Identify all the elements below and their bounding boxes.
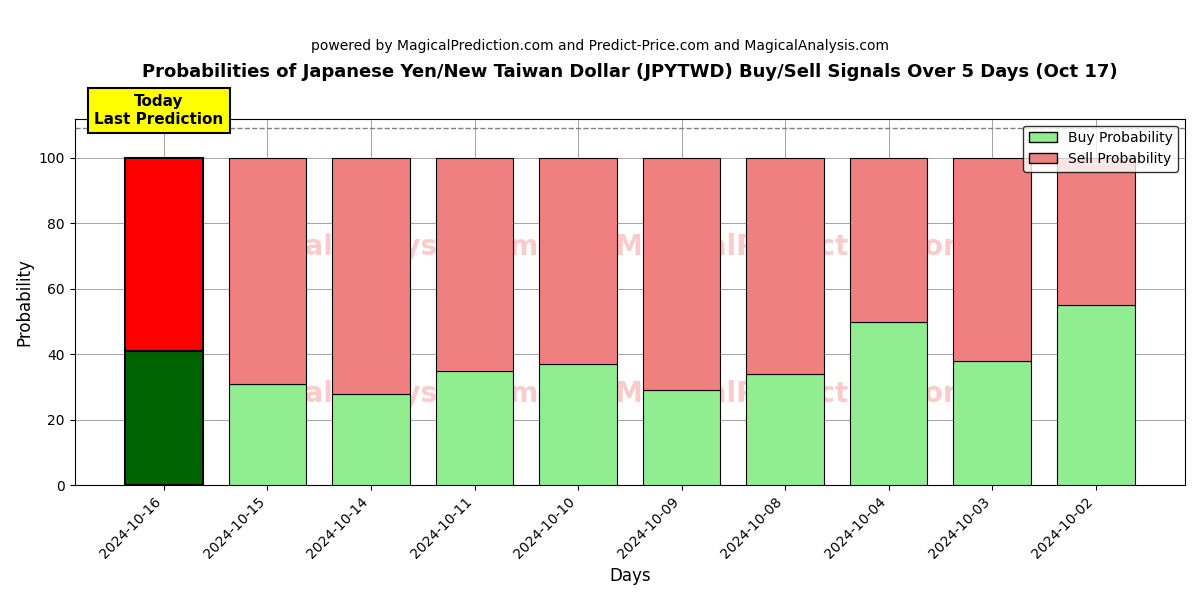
Text: powered by MagicalPrediction.com and Predict-Price.com and MagicalAnalysis.com: powered by MagicalPrediction.com and Pre… bbox=[311, 39, 889, 53]
Bar bbox=[436, 158, 514, 371]
Bar bbox=[125, 351, 203, 485]
Bar bbox=[229, 158, 306, 384]
Bar bbox=[539, 364, 617, 485]
Bar bbox=[953, 361, 1031, 485]
Bar bbox=[850, 322, 928, 485]
Bar bbox=[746, 158, 824, 374]
Bar bbox=[539, 158, 617, 364]
Bar bbox=[850, 158, 928, 322]
Y-axis label: Probability: Probability bbox=[16, 258, 34, 346]
Bar bbox=[953, 158, 1031, 361]
Title: Probabilities of Japanese Yen/New Taiwan Dollar (JPYTWD) Buy/Sell Signals Over 5: Probabilities of Japanese Yen/New Taiwan… bbox=[142, 63, 1117, 81]
Text: calAnalysis.com        MagicalPrediction.com: calAnalysis.com MagicalPrediction.com bbox=[288, 233, 972, 261]
Bar bbox=[229, 384, 306, 485]
Bar bbox=[332, 158, 410, 394]
Bar bbox=[436, 371, 514, 485]
Bar bbox=[1057, 305, 1134, 485]
Bar bbox=[643, 390, 720, 485]
Legend: Buy Probability, Sell Probability: Buy Probability, Sell Probability bbox=[1024, 125, 1178, 172]
Bar bbox=[1057, 158, 1134, 305]
Text: Today
Last Prediction: Today Last Prediction bbox=[94, 94, 223, 127]
Bar bbox=[332, 394, 410, 485]
Bar bbox=[746, 374, 824, 485]
Bar bbox=[125, 158, 203, 351]
Bar bbox=[643, 158, 720, 390]
Text: calAnalysis.com        MagicalPrediction.com: calAnalysis.com MagicalPrediction.com bbox=[288, 380, 972, 407]
X-axis label: Days: Days bbox=[610, 567, 650, 585]
